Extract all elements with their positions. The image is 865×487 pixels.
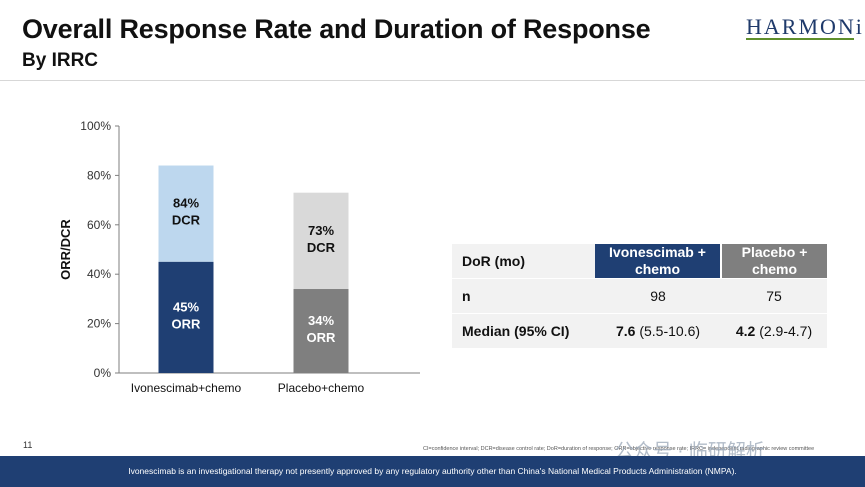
dor-cell-main: 4.2 (735, 323, 756, 339)
footer-bar: Ivonescimab is an investigational therap… (0, 456, 865, 487)
y-tick-label: 100% (80, 119, 111, 133)
x-category-label: Placebo+chemo (278, 381, 365, 395)
dor-cell-main: 98 (650, 288, 666, 304)
abbreviations-footnote: CI=confidence interval; DCR=disease cont… (423, 446, 815, 452)
data-label-dcr: DCR (172, 213, 201, 228)
dor-col-placebo-label: Placebo + chemo (741, 244, 808, 277)
dor-cell-main: 75 (766, 288, 782, 304)
y-tick-label: 20% (87, 317, 111, 331)
dor-cell: 75 (721, 278, 827, 314)
dor-cell-main: 7.6 (615, 323, 636, 339)
dor-cell-ci: (2.9-4.7) (755, 323, 813, 339)
data-label-orr: ORR (172, 316, 202, 331)
y-tick-label: 80% (87, 168, 111, 182)
data-label-orr: 45% (173, 299, 199, 314)
logo-underline (746, 38, 854, 40)
y-tick-label: 60% (87, 218, 111, 232)
data-label-dcr: 84% (173, 196, 199, 211)
dor-row-median: Median (95% CI) 7.6 (5.5-10.6) 4.2 (2.9-… (452, 313, 827, 349)
dor-header-label: DoR (mo) (452, 244, 595, 279)
harmoni-logo: HARMONi (746, 14, 864, 39)
dor-cell: 7.6 (5.5-10.6) (595, 313, 721, 349)
y-tick-label: 40% (87, 267, 111, 281)
bar-dcr (158, 165, 214, 262)
data-label-orr: ORR (307, 330, 337, 345)
data-label-dcr: 73% (308, 223, 334, 238)
dor-row-label: n (452, 278, 595, 314)
page-number: 11 (23, 440, 33, 450)
footer-disclaimer: Ivonescimab is an investigational therap… (128, 466, 737, 476)
bar-orr (293, 289, 349, 373)
y-tick-label: 0% (94, 366, 112, 380)
dor-row-label: Median (95% CI) (452, 313, 595, 349)
dor-cell: 4.2 (2.9-4.7) (721, 313, 827, 349)
y-axis-label: ORR/DCR (58, 219, 73, 280)
data-label-orr: 34% (308, 313, 334, 328)
dor-col-ivonescimab: Ivonescimab + chemo (595, 244, 722, 279)
dor-header-row: DoR (mo) Ivonescimab + chemo Placebo + c… (452, 244, 827, 279)
bar-orr (158, 261, 214, 373)
bar-dcr (293, 192, 349, 290)
data-label-dcr: DCR (307, 240, 336, 255)
x-category-label: Ivonescimab+chemo (131, 381, 242, 395)
page-title: Overall Response Rate and Duration of Re… (22, 14, 651, 44)
header-divider (0, 80, 865, 81)
dor-col-ivonescimab-label: Ivonescimab + chemo (609, 244, 706, 277)
dor-cell-ci: (5.5-10.6) (635, 323, 701, 339)
dor-table: DoR (mo) Ivonescimab + chemo Placebo + c… (452, 244, 827, 349)
page-subtitle: By IRRC (22, 50, 99, 71)
dor-cell: 98 (595, 278, 721, 314)
dor-row-n: n 98 75 (452, 278, 827, 314)
dor-col-placebo: Placebo + chemo (721, 244, 827, 279)
